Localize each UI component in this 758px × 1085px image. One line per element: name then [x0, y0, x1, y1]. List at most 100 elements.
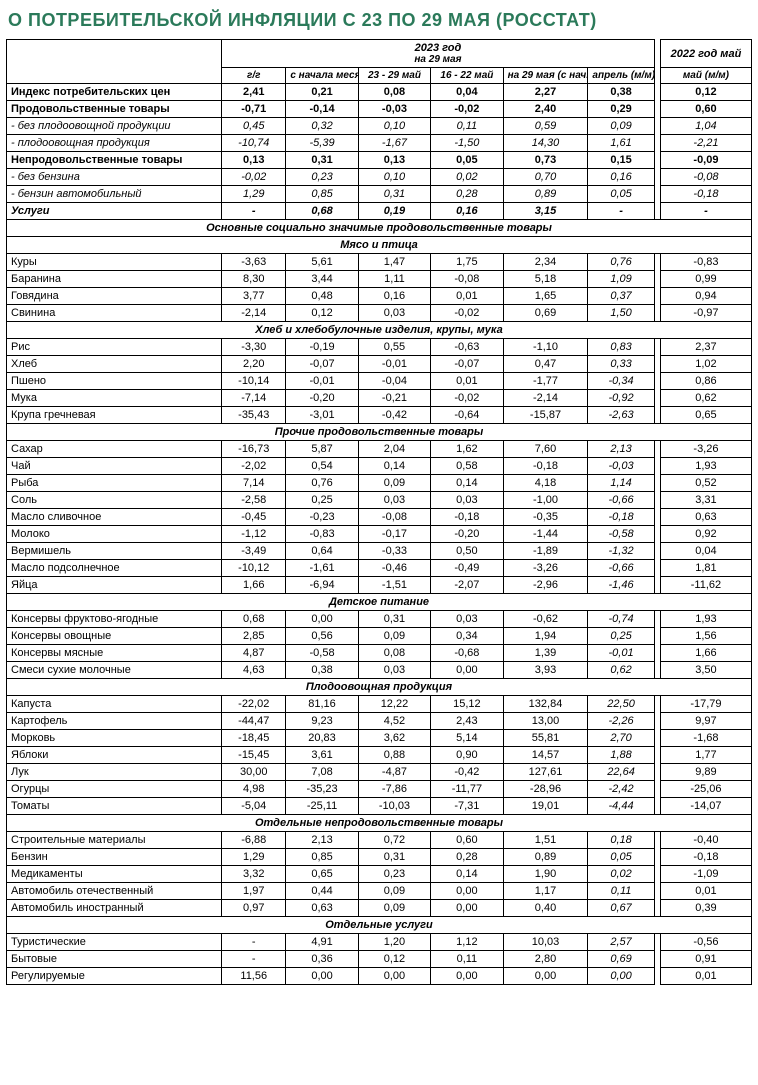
- cell: 2,13: [286, 832, 358, 849]
- cell: -11,77: [431, 781, 503, 798]
- table-row: Крупа гречневая-35,43-3,01-0,42-0,64-15,…: [7, 407, 752, 424]
- cell: 0,00: [503, 968, 588, 985]
- cell: -3,49: [222, 543, 286, 560]
- cell: 0,00: [588, 968, 654, 985]
- cell: 3,93: [503, 662, 588, 679]
- cell: -0,33: [358, 543, 430, 560]
- cell: -1,46: [588, 577, 654, 594]
- cell: -0,42: [358, 407, 430, 424]
- cell: 1,11: [358, 271, 430, 288]
- cell: 0,86: [660, 373, 751, 390]
- row-name: Яйца: [7, 577, 222, 594]
- cell: 1,66: [222, 577, 286, 594]
- cell: 0,62: [588, 662, 654, 679]
- cell: 7,14: [222, 475, 286, 492]
- row-name: Смеси сухие молочные: [7, 662, 222, 679]
- table-row: Консервы фруктово-ягодные0,680,000,310,0…: [7, 611, 752, 628]
- cell: 0,02: [431, 169, 503, 186]
- section-header: Плодоовощная продукция: [7, 679, 752, 696]
- cell: -2,02: [222, 458, 286, 475]
- cell: -0,34: [588, 373, 654, 390]
- row-name: - без бензина: [7, 169, 222, 186]
- cell: 0,92: [660, 526, 751, 543]
- row-name: Бытовые: [7, 951, 222, 968]
- table-row: Автомобиль иностранный0,970,630,090,000,…: [7, 900, 752, 917]
- row-name: Масло сливочное: [7, 509, 222, 526]
- cell: -0,83: [286, 526, 358, 543]
- cell: 0,03: [358, 662, 430, 679]
- cell: 4,52: [358, 713, 430, 730]
- cell: 2,40: [503, 101, 588, 118]
- cell: 1,29: [222, 849, 286, 866]
- cell: -1,32: [588, 543, 654, 560]
- section-header: Мясо и птица: [7, 237, 752, 254]
- cell: 0,00: [431, 883, 503, 900]
- cell: -7,86: [358, 781, 430, 798]
- cell: -3,26: [660, 441, 751, 458]
- cell: 0,94: [660, 288, 751, 305]
- cell: -6,94: [286, 577, 358, 594]
- cell: -0,14: [286, 101, 358, 118]
- cell: 1,17: [503, 883, 588, 900]
- section-title: Плодоовощная продукция: [7, 679, 752, 696]
- cell: 0,05: [588, 186, 654, 203]
- cell: -0,74: [588, 611, 654, 628]
- cell: 2,04: [358, 441, 430, 458]
- cell: -0,08: [431, 271, 503, 288]
- cell: 0,40: [503, 900, 588, 917]
- cell: 0,85: [286, 849, 358, 866]
- table-row: Куры-3,635,611,471,752,340,76-0,83: [7, 254, 752, 271]
- cell: 1,93: [660, 458, 751, 475]
- cell: -4,44: [588, 798, 654, 815]
- cell: 0,12: [358, 951, 430, 968]
- row-name: Крупа гречневая: [7, 407, 222, 424]
- cell: 0,19: [358, 203, 430, 220]
- cell: 2,27: [503, 84, 588, 101]
- table-row: Мука-7,14-0,20-0,21-0,02-2,14-0,920,62: [7, 390, 752, 407]
- cell: 0,02: [588, 866, 654, 883]
- cell: 0,90: [431, 747, 503, 764]
- c1: с начала месяца: [286, 68, 358, 84]
- c4: на 29 мая (с нач. года): [503, 68, 588, 84]
- table-row: Бытовые-0,360,120,112,800,690,91: [7, 951, 752, 968]
- cell: -0,97: [660, 305, 751, 322]
- cell: 2,34: [503, 254, 588, 271]
- cell: -0,07: [431, 356, 503, 373]
- cell: 0,14: [358, 458, 430, 475]
- cell: 4,98: [222, 781, 286, 798]
- cell: 0,76: [286, 475, 358, 492]
- cell: 0,12: [660, 84, 751, 101]
- table-row: Смеси сухие молочные4,630,380,030,003,93…: [7, 662, 752, 679]
- cell: 0,31: [358, 849, 430, 866]
- table-row: - бензин автомобильный1,290,850,310,280,…: [7, 186, 752, 203]
- row-name: Капуста: [7, 696, 222, 713]
- inflation-table: 2023 год на 29 мая 2022 год май г/г с на…: [6, 39, 752, 985]
- cell: 0,03: [358, 492, 430, 509]
- cell: -0,62: [503, 611, 588, 628]
- cell: -0,02: [431, 305, 503, 322]
- row-name: Медикаменты: [7, 866, 222, 883]
- cell: 9,97: [660, 713, 751, 730]
- cell: -35,23: [286, 781, 358, 798]
- row-name: Хлеб: [7, 356, 222, 373]
- cell: 1,39: [503, 645, 588, 662]
- cell: -0,02: [431, 390, 503, 407]
- cell: 0,14: [431, 475, 503, 492]
- cell: 5,18: [503, 271, 588, 288]
- cell: 19,01: [503, 798, 588, 815]
- cell: 0,31: [358, 186, 430, 203]
- cell: 2,57: [588, 934, 654, 951]
- cell: 0,28: [431, 186, 503, 203]
- cell: 0,28: [431, 849, 503, 866]
- cell: 3,50: [660, 662, 751, 679]
- row-name: Регулируемые: [7, 968, 222, 985]
- cell: 0,68: [286, 203, 358, 220]
- cell: 1,02: [660, 356, 751, 373]
- cell: 0,97: [222, 900, 286, 917]
- cell: -35,43: [222, 407, 286, 424]
- cell: 4,63: [222, 662, 286, 679]
- cell: 0,67: [588, 900, 654, 917]
- cell: 3,61: [286, 747, 358, 764]
- section-title: Основные социально значимые продовольств…: [7, 220, 752, 237]
- cell: -0,18: [588, 509, 654, 526]
